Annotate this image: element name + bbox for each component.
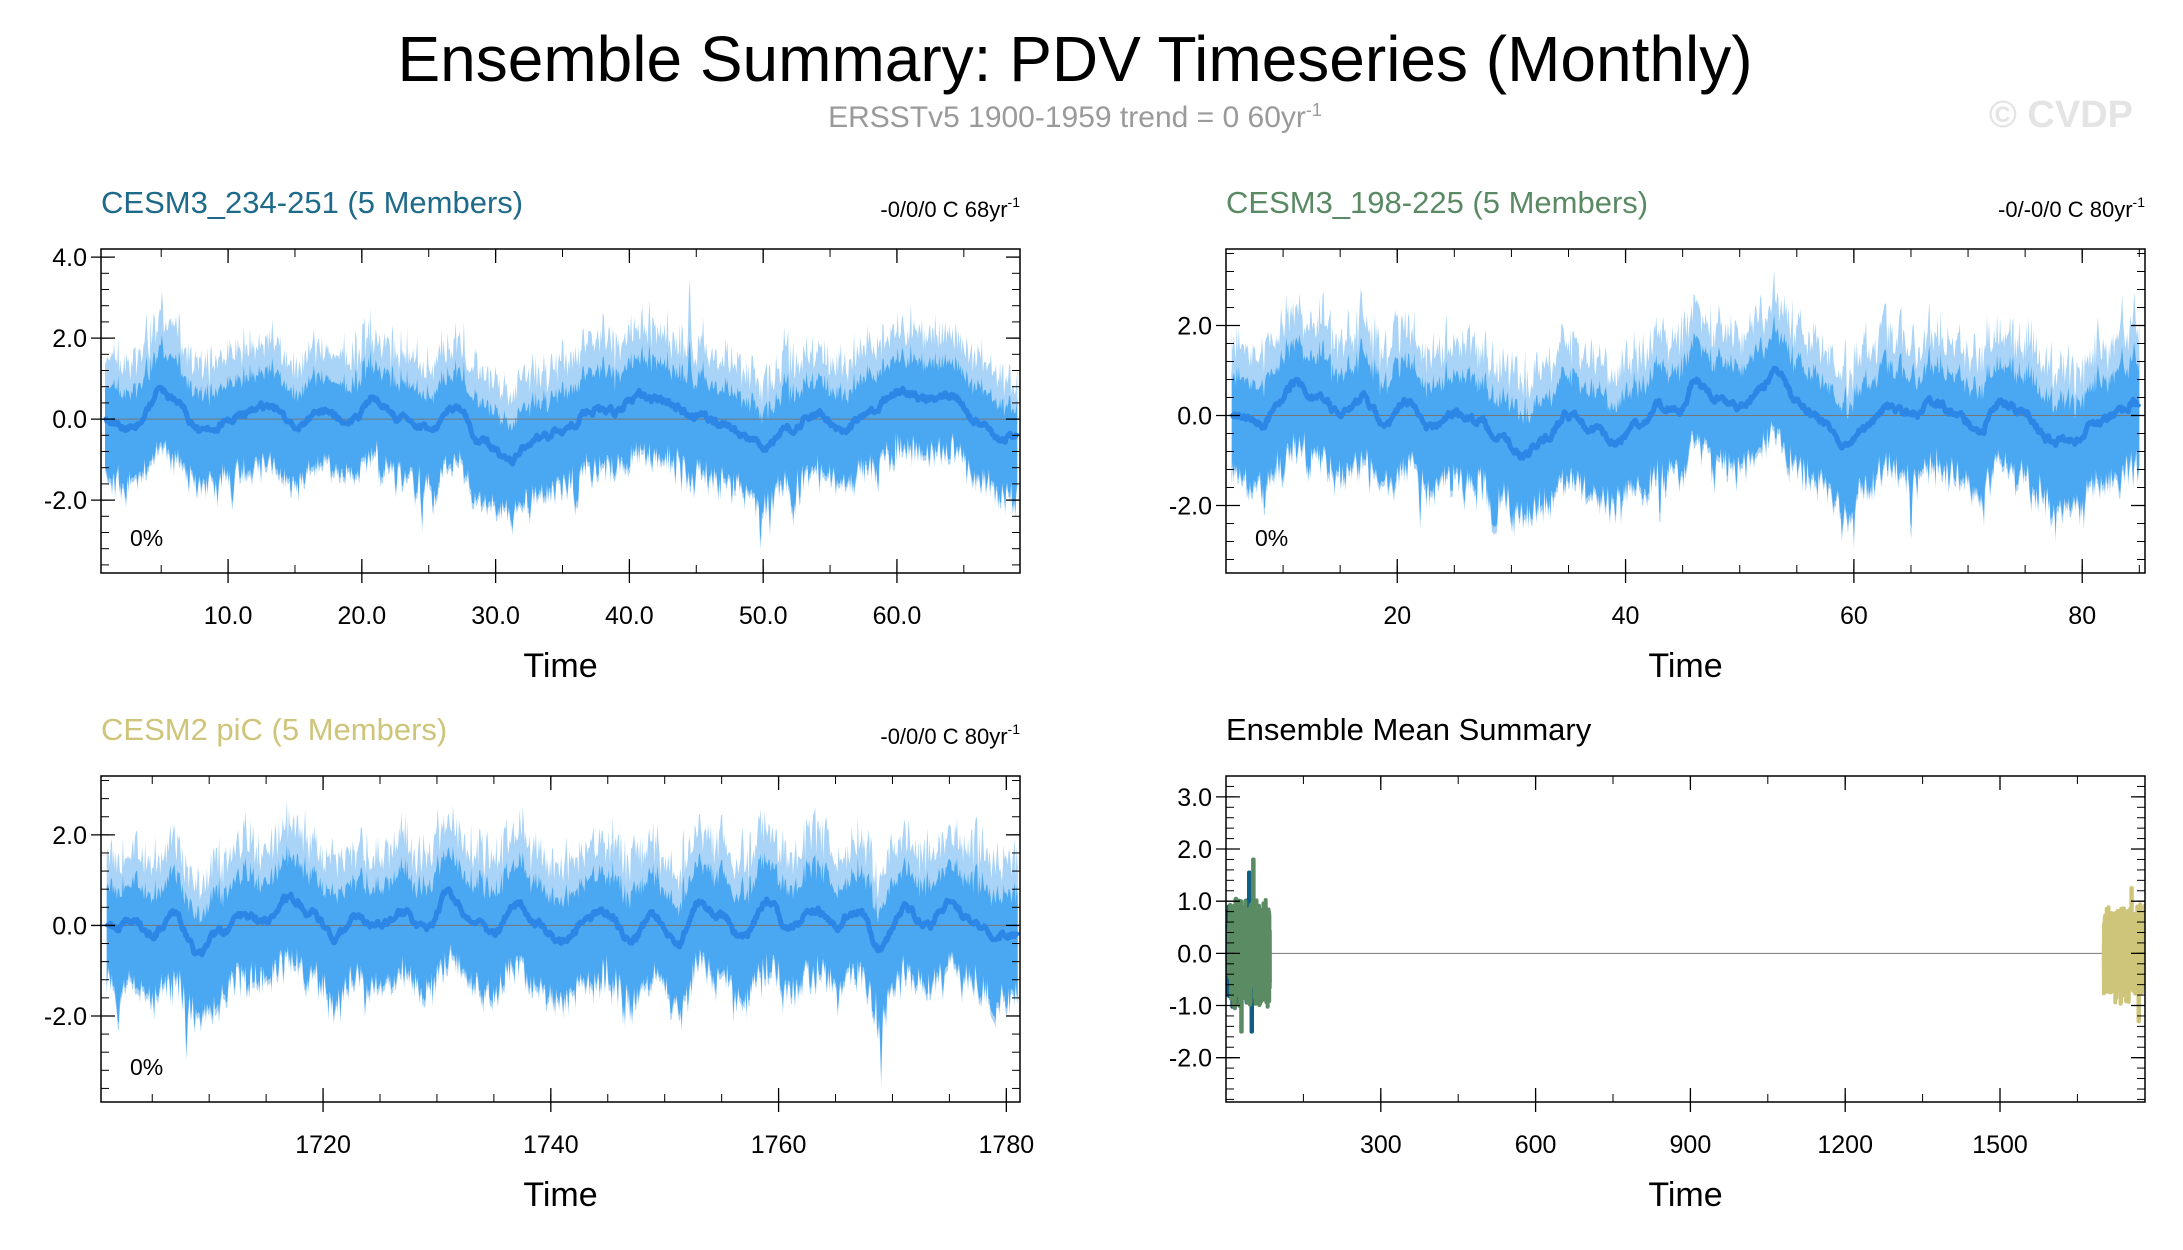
y-tick-label: 2.0: [52, 822, 87, 850]
x-axis-title: Time: [1648, 647, 1722, 685]
panel-title: CESM3_234-251 (5 Members): [101, 185, 523, 220]
x-tick-label: 600: [1515, 1131, 1557, 1159]
ensemble-iqr-band: [1231, 314, 2140, 542]
trend-superscript: -1: [2133, 194, 2146, 210]
plot-frame: [100, 775, 1021, 1103]
y-tick-label: -2.0: [44, 487, 87, 515]
y-tick-label: 4.0: [52, 244, 87, 272]
series-line-cesm3-198-225: [1226, 857, 1272, 1034]
x-tick-label: 900: [1670, 1131, 1712, 1159]
x-tick-label: 1740: [523, 1131, 579, 1159]
y-tick-label: 0.0: [52, 912, 87, 940]
series-line-cesm2-pic: [2101, 886, 2145, 1024]
plot-area: [1226, 270, 2145, 550]
x-tick-label: 60.0: [873, 602, 922, 630]
x-tick-label: 30.0: [471, 602, 520, 630]
panel-title: Ensemble Mean Summary: [1226, 712, 1592, 747]
trend-superscript: -1: [1008, 721, 1021, 737]
panel-title: CESM3_198-225 (5 Members): [1226, 185, 1648, 220]
percent-label: 0%: [1255, 525, 1288, 551]
plot-area: [1226, 857, 2145, 1034]
x-axis-title: Time: [523, 647, 597, 685]
plot-area: [101, 278, 1020, 549]
x-tick-label: 80: [2068, 602, 2096, 630]
plot-frame: [1225, 775, 2146, 1103]
x-tick-label: 20.0: [338, 602, 387, 630]
plot-frame: [100, 248, 1021, 574]
x-tick-label: 1200: [1817, 1131, 1873, 1159]
plot-area: [101, 800, 1020, 1089]
x-tick-label: 40.0: [605, 602, 654, 630]
trend-label: -0/0/0 C 68yr-1: [880, 194, 1020, 222]
figure-title: Ensemble Summary: PDV Timeseries (Monthl…: [397, 23, 1753, 95]
panel-p1: 4.0 2.0 0.0 -2.0 10.0 20.0 30.0 40.0 50.0 60.0 Tim…: [44, 185, 1021, 685]
y-tick-label: 2.0: [52, 325, 87, 353]
trend-label: -0/0/0 C 80yr-1: [880, 721, 1020, 749]
ensemble-iqr-band: [106, 844, 1018, 1078]
subtitle-text: ERSSTv5 1900-1959 trend = 0 60yr: [828, 101, 1306, 134]
x-tick-label: 60: [1840, 602, 1868, 630]
y-tick-label: 2.0: [1177, 313, 1212, 341]
y-tick-label: -1.0: [1169, 993, 1212, 1021]
cvdp-watermark: © CVDP: [1988, 94, 2133, 136]
ensemble-iqr-band: [105, 334, 1018, 541]
ensemble-mean-line: [104, 886, 1020, 958]
x-axis-title: Time: [1648, 1176, 1722, 1214]
x-tick-label: 1760: [751, 1131, 807, 1159]
panel-p4: 3.0 2.0 1.0 0.0 -1.0 -2.0 300 600 900 1200 1500 Tim…: [1169, 712, 2146, 1214]
x-tick-label: 1780: [979, 1131, 1035, 1159]
ensemble-mean-line: [1229, 365, 2142, 461]
x-tick-label: 300: [1360, 1131, 1402, 1159]
x-tick-label: 40: [1612, 602, 1640, 630]
y-tick-label: -2.0: [44, 1003, 87, 1031]
figure-subtitle: ERSSTv5 1900-1959 trend = 0 60yr-1: [0, 100, 2150, 135]
x-tick-label: 10.0: [204, 602, 253, 630]
trend-superscript: -1: [1008, 194, 1021, 210]
y-tick-label: -2.0: [1169, 493, 1212, 521]
y-tick-label: 3.0: [1177, 784, 1212, 812]
subtitle-superscript: -1: [1305, 100, 1322, 120]
y-tick-label: 0.0: [1177, 940, 1212, 968]
y-tick-label: 0.0: [1177, 403, 1212, 431]
y-tick-label: 1.0: [1177, 888, 1212, 916]
panel-p3: 2.0 0.0 -2.0 1720 1740 1760 1780 Time CESM2 piC …: [44, 712, 1034, 1214]
percent-label: 0%: [130, 1054, 163, 1080]
x-tick-label: 1500: [1972, 1131, 2028, 1159]
x-tick-label: 20: [1383, 602, 1411, 630]
panel-title: CESM2 piC (5 Members): [101, 712, 447, 747]
y-tick-label: -2.0: [1169, 1045, 1212, 1073]
y-tick-label: 0.0: [52, 406, 87, 434]
ensemble-mean-line: [102, 384, 1020, 467]
x-axis-title: Time: [523, 1176, 597, 1214]
percent-label: 0%: [130, 525, 163, 551]
trend-label: -0/-0/0 C 80yr-1: [1998, 194, 2145, 222]
y-tick-label: 2.0: [1177, 836, 1212, 864]
x-tick-label: 50.0: [739, 602, 788, 630]
plot-frame: [1225, 248, 2146, 574]
panel-p2: 2.0 0.0 -2.0 20 40 60 80 Time CESM3_198-225 (5 M…: [1169, 185, 2146, 685]
x-tick-label: 1720: [295, 1131, 351, 1159]
